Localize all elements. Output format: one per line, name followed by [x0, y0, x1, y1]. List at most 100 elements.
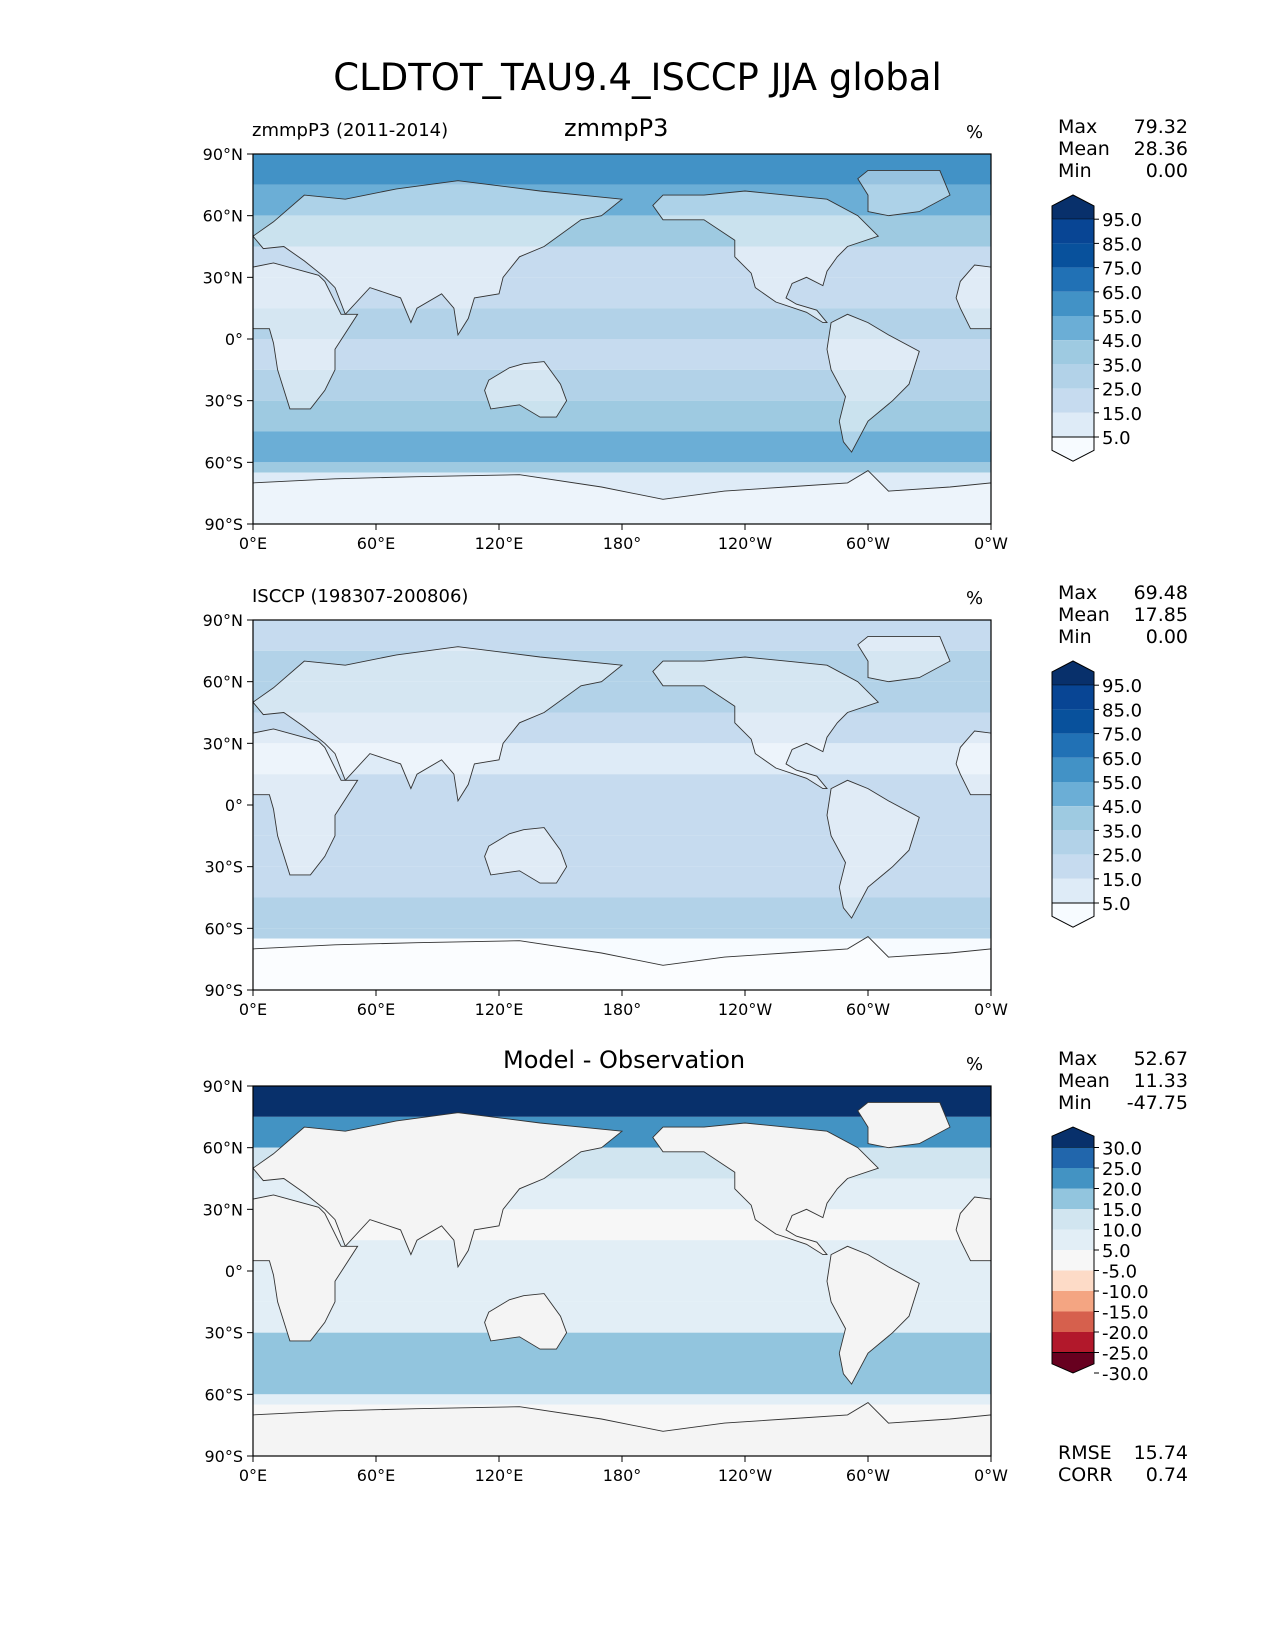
colorbar-label: 25.0 [1102, 846, 1142, 867]
colorbar-cap-bottom [1051, 436, 1095, 462]
x-tick-label: 60°E [357, 1000, 395, 1019]
y-tick-label: 90°S [204, 1447, 243, 1466]
panel-model-plot: 90°N 60°N 30°N 0° 30°S 60°S 90°S0°E 60°E 120°E 18… [203, 145, 1142, 553]
coastline [652, 656, 880, 790]
colorbar-segment [1052, 733, 1094, 758]
x-tick-label: 120°W [718, 1000, 773, 1019]
contour-band [253, 897, 991, 929]
x-tick-label: 0°W [974, 1466, 1008, 1485]
x-tick-label: 120°W [718, 534, 773, 553]
colorbar-label: 15.0 [1102, 870, 1142, 891]
colorbar-cap-top [1051, 194, 1095, 220]
stat-mean: Mean 17.85 [1058, 604, 1188, 626]
contour-band [253, 928, 991, 939]
coastline [252, 180, 624, 337]
colorbar-segment [1052, 316, 1094, 341]
colorbar-label: -15.0 [1102, 1303, 1149, 1324]
contour-band [253, 154, 991, 185]
y-tick-label: 60°N [203, 673, 243, 692]
stat-max: Max 52.67 [1058, 1048, 1188, 1070]
y-tick-label: 90°S [204, 981, 243, 1000]
contour-band [253, 308, 991, 339]
x-tick-label: 120°E [475, 1000, 524, 1019]
colorbar-segment [1052, 1270, 1094, 1291]
figure-title: CLDTOT_TAU9.4_ISCCP JJA global [333, 56, 942, 99]
colorbar-segment [1052, 267, 1094, 292]
colorbar-segment [1052, 685, 1094, 710]
colorbar-segment [1052, 709, 1094, 734]
panel-center-title: zmmpP3 [564, 114, 669, 142]
stat-min: Min -47.75 [1058, 1092, 1188, 1114]
colorbar-label: -20.0 [1102, 1323, 1149, 1344]
stats-box: Max 69.48 Mean 17.85 Min 0.00 [1058, 582, 1188, 648]
x-tick-label: 180° [603, 1000, 642, 1019]
colorbar-segment [1052, 757, 1094, 782]
colorbar-segment [1052, 1147, 1094, 1168]
colorbar-label: 75.0 [1102, 725, 1142, 746]
colorbar-label: 55.0 [1102, 773, 1142, 794]
colorbar-segment [1052, 1168, 1094, 1189]
panel-difference: Model - Observation % 90°N 60°N 30°N 0° 30°S… [0, 1042, 1275, 1512]
x-tick-label: 120°W [718, 1466, 773, 1485]
stat-min: Min 0.00 [1058, 626, 1188, 648]
panel-units: % [966, 122, 984, 143]
colorbar-segment [1052, 782, 1094, 807]
colorbar-label: 85.0 [1102, 700, 1142, 721]
y-tick-label: 60°S [204, 919, 243, 938]
x-tick-label: 60°E [357, 534, 395, 553]
y-tick-label: 90°N [203, 145, 243, 164]
panel-center-title: Model - Observation [503, 1046, 746, 1074]
contour-band [253, 774, 991, 805]
colorbar-label: 55.0 [1102, 307, 1142, 328]
colorbar-segment [1052, 854, 1094, 879]
colorbar-label: -10.0 [1102, 1282, 1149, 1303]
colorbar-segment [1052, 243, 1094, 268]
colorbar-label: 15.0 [1102, 404, 1142, 425]
error-stats-box: RMSE 15.74 CORR 0.74 [1058, 1442, 1188, 1486]
colorbar-segment [1052, 219, 1094, 244]
y-tick-label: 30°S [204, 392, 243, 411]
contour-band [253, 1394, 991, 1405]
colorbar-label: 85.0 [1102, 234, 1142, 255]
x-tick-label: 0°W [974, 1000, 1008, 1019]
map-area [252, 153, 992, 525]
colorbar-label: 10.0 [1102, 1221, 1142, 1242]
contour-band [253, 743, 991, 775]
x-tick-label: 60°W [846, 534, 890, 553]
colorbar: 30.025.020.015.010.05.0-5.0-10.0-15.0-20… [1051, 1126, 1149, 1385]
contour-band [253, 339, 991, 370]
coastline [857, 635, 951, 683]
colorbar-segment [1052, 364, 1094, 389]
stats-box: Max 79.32 Mean 28.36 Min 0.00 [1058, 116, 1188, 182]
colorbar-cap-bottom [1051, 1352, 1095, 1374]
coastline [826, 1245, 920, 1385]
map-area [252, 619, 992, 991]
colorbar-label: -25.0 [1102, 1344, 1149, 1365]
colorbar-segment [1052, 1332, 1094, 1353]
y-tick-label: 30°N [203, 1200, 243, 1219]
y-tick-label: 0° [225, 1262, 243, 1281]
x-tick-label: 180° [603, 534, 642, 553]
contour-band [253, 277, 991, 309]
colorbar: 95.0 85.0 75.0 65.0 55.0 45.0 35.0 25.0 15.0 5.0 [1051, 660, 1142, 928]
x-tick-label: 60°W [846, 1000, 890, 1019]
coastline [652, 1122, 880, 1256]
y-tick-label: 60°N [203, 1139, 243, 1158]
colorbar-label: 5.0 [1102, 894, 1131, 915]
y-tick-label: 60°S [204, 453, 243, 472]
y-tick-label: 30°N [203, 734, 243, 753]
coastline [857, 1101, 951, 1149]
colorbar-segment [1052, 878, 1094, 903]
colorbar-cap-bottom [1051, 902, 1095, 928]
y-tick-label: 90°N [203, 1077, 243, 1096]
stat-max: Max 69.48 [1058, 582, 1188, 604]
contour-band [253, 805, 991, 836]
coastline [826, 779, 920, 919]
stat-max: Max 79.32 [1058, 116, 1188, 138]
y-tick-label: 0° [225, 796, 243, 815]
colorbar-segment [1052, 1311, 1094, 1332]
x-tick-label: 120°E [475, 1466, 524, 1485]
y-tick-label: 30°S [204, 1324, 243, 1343]
contour-band [253, 681, 991, 713]
contour-band [253, 620, 991, 651]
